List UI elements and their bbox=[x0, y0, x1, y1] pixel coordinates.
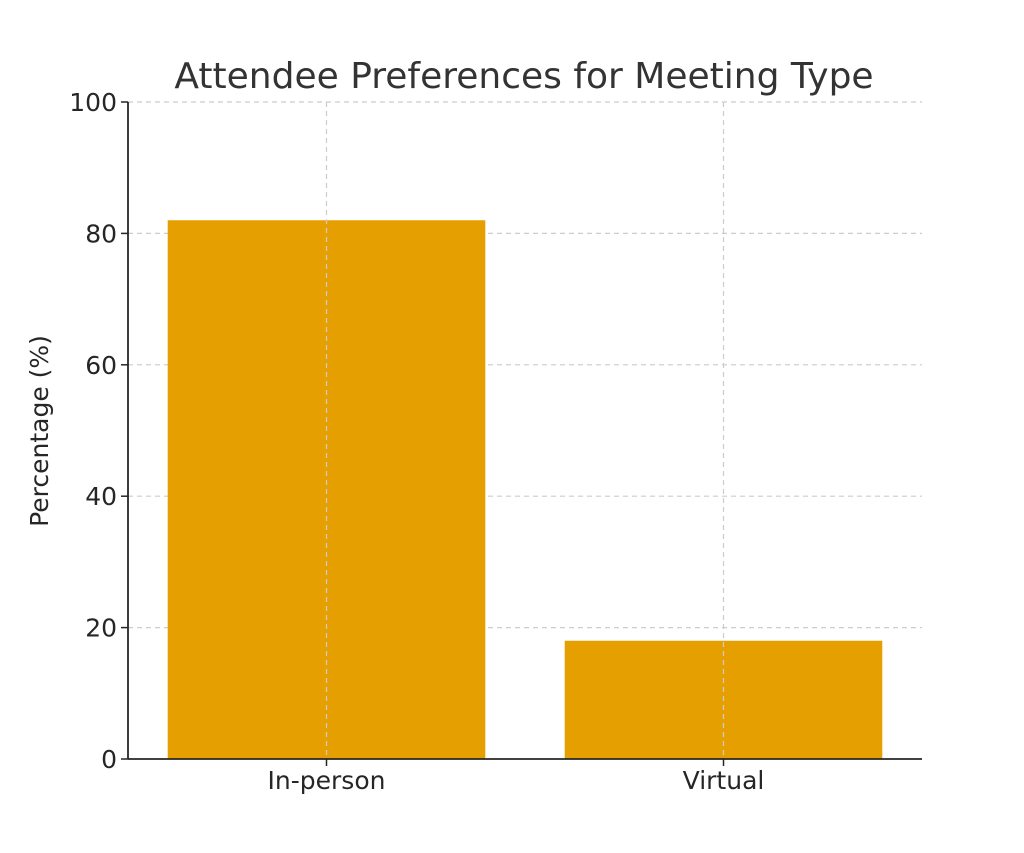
y-tick-label: 80 bbox=[85, 219, 117, 248]
y-tick-label: 40 bbox=[85, 482, 117, 511]
bar-layer bbox=[167, 102, 883, 759]
y-tick-label: 0 bbox=[101, 745, 117, 774]
grid-layer bbox=[128, 101, 922, 629]
y-tick-label: 60 bbox=[85, 351, 117, 380]
x-tick-label: In-person bbox=[268, 766, 386, 795]
y-axis-label: Percentage (%) bbox=[25, 335, 54, 527]
axis-layer bbox=[121, 101, 922, 766]
y-tick-labels: 0 20 40 60 80 100 bbox=[69, 88, 117, 774]
x-tick-label: Virtual bbox=[683, 766, 765, 795]
chart-title: Attendee Preferences for Meeting Type bbox=[174, 56, 873, 97]
y-tick-label: 20 bbox=[85, 614, 117, 643]
x-tick-labels: In-person Virtual bbox=[268, 766, 765, 795]
y-tick-label: 100 bbox=[69, 88, 117, 117]
